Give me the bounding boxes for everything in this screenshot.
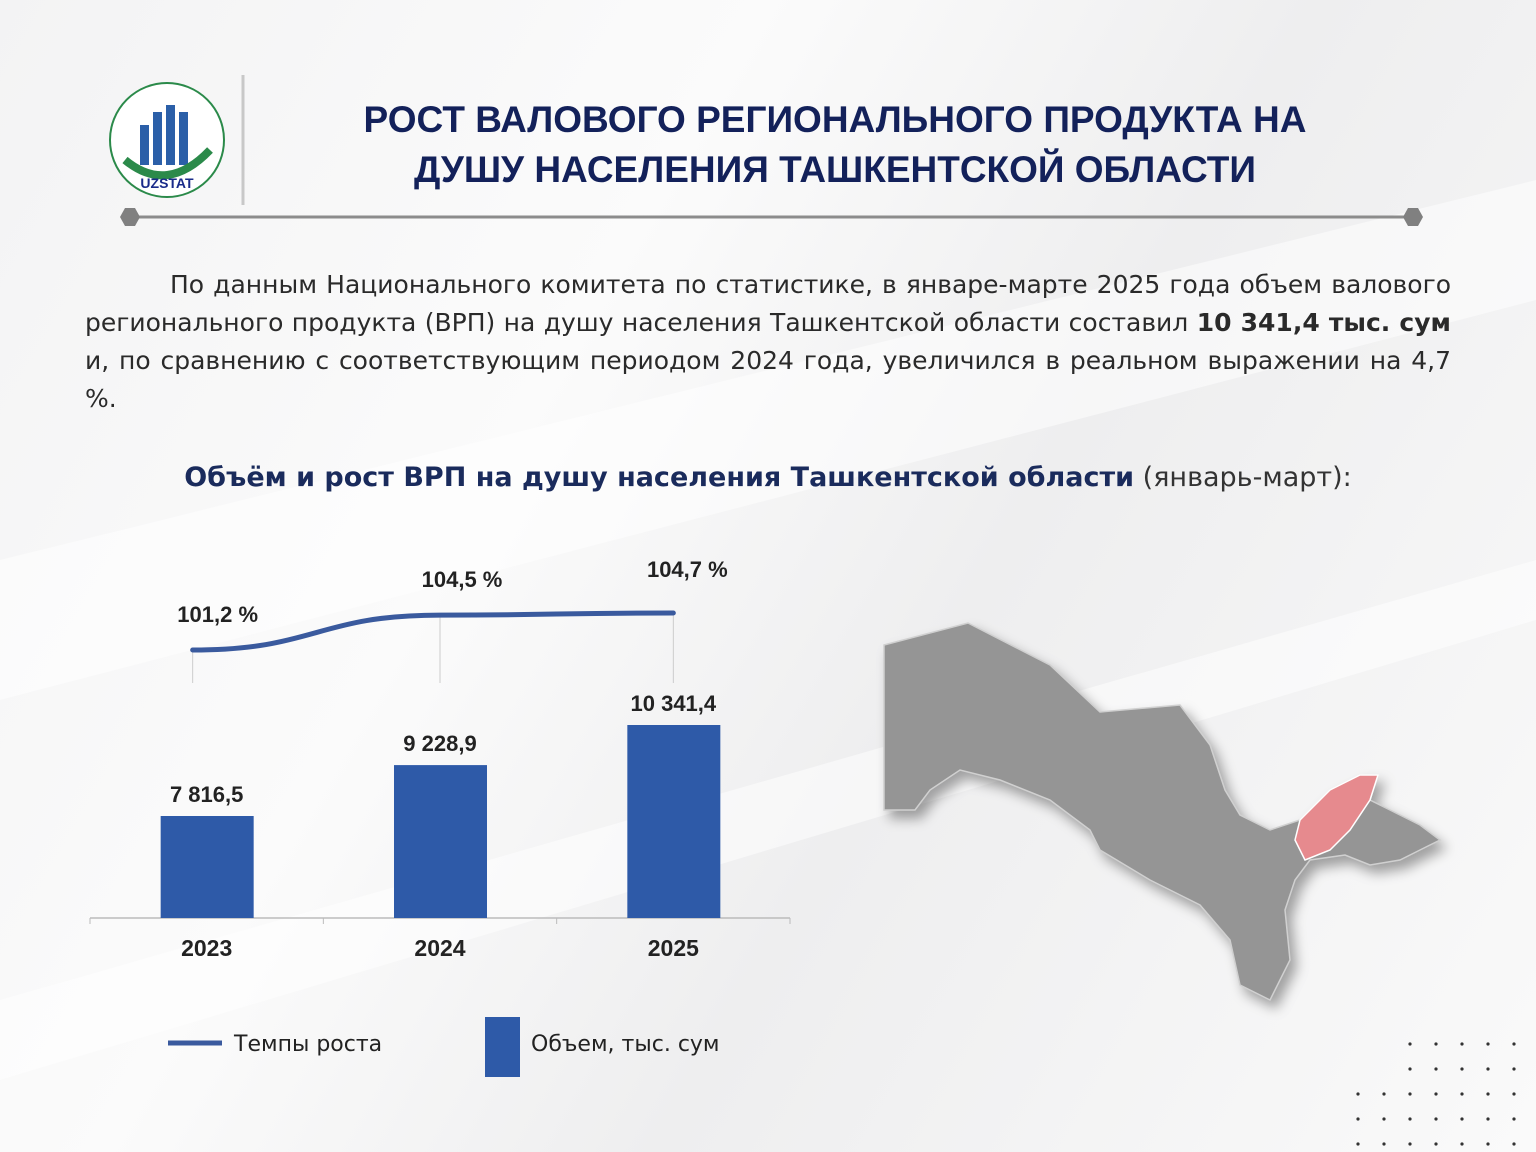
data-label: 101,2 % — [177, 602, 258, 627]
bar — [394, 765, 487, 918]
dot — [1460, 1092, 1464, 1096]
data-label: 104,5 % — [422, 567, 503, 592]
paragraph: По данным Национального комитета по стат… — [85, 266, 1451, 418]
bg-stripe — [0, 560, 1536, 1080]
dot — [1408, 1042, 1412, 1046]
map — [883, 622, 1442, 1002]
tashkent-region — [1294, 774, 1380, 861]
logo-bar — [140, 125, 149, 165]
dot — [1512, 1042, 1516, 1046]
dot — [1434, 1142, 1438, 1146]
legend-label: Объем, тыс. сум — [531, 1032, 720, 1057]
text: По данным Национального комитета по стат… — [85, 270, 1451, 337]
x-tick-label: 2023 — [181, 935, 232, 961]
dot — [1356, 1092, 1360, 1096]
legend-label: Темпы роста — [233, 1032, 382, 1057]
dot — [1434, 1092, 1438, 1096]
dot — [1460, 1142, 1464, 1146]
dot — [1512, 1117, 1516, 1121]
dot — [1382, 1117, 1386, 1121]
dot — [1486, 1067, 1490, 1071]
bar — [160, 816, 254, 918]
title-line: РОСТ ВАЛОВОГО РЕГИОНАЛЬНОГО ПРОДУКТА НА — [363, 99, 1307, 140]
legend-key — [485, 1017, 520, 1077]
dot — [1434, 1067, 1438, 1071]
dot — [1434, 1042, 1438, 1046]
dot — [1434, 1117, 1438, 1121]
dot — [1512, 1067, 1516, 1071]
country — [883, 622, 1442, 1002]
data-label: 9 228,9 — [403, 731, 476, 756]
dot — [1460, 1067, 1464, 1071]
x-tick-label: 2025 — [648, 935, 699, 961]
dot — [1408, 1092, 1412, 1096]
subtitle-normal: (январь-март): — [1134, 462, 1352, 493]
logo-bar — [166, 105, 175, 165]
dot — [1408, 1142, 1412, 1146]
bold-text: 10 341,4 тыс. сум — [1196, 308, 1451, 337]
logo-text: UZSTAT — [140, 175, 194, 191]
logo-swoosh — [122, 147, 213, 180]
dot — [1460, 1042, 1464, 1046]
title-line: ДУШУ НАСЕЛЕНИЯ ТАШКЕНТСКОЙ ОБЛАСТИ — [414, 149, 1256, 190]
x-tick-label: 2024 — [414, 935, 465, 961]
dot — [1460, 1117, 1464, 1121]
text: и, по сравнению с соответствующим период… — [85, 346, 1451, 413]
rule-end — [1403, 208, 1423, 226]
dot — [1486, 1117, 1490, 1121]
data-label: 104,7 % — [647, 557, 728, 582]
dot — [1408, 1117, 1412, 1121]
growth-line — [190, 610, 676, 653]
subtitle: Объём и рост ВРП на душу населения Ташке… — [0, 462, 1536, 493]
rule-end — [120, 208, 140, 226]
dot — [1486, 1142, 1490, 1146]
dot — [1408, 1067, 1412, 1071]
data-label: 7 816,5 — [170, 782, 243, 807]
data-label: 10 341,4 — [631, 691, 717, 716]
bg-stripe — [0, 180, 1536, 700]
subtitle-bold: Объём и рост ВРП на душу населения Ташке… — [184, 462, 1135, 493]
dots — [1356, 1042, 1516, 1146]
logo-bar — [179, 112, 188, 165]
dot — [1382, 1092, 1386, 1096]
dot — [1356, 1142, 1360, 1146]
dot — [1512, 1092, 1516, 1096]
dot — [1512, 1142, 1516, 1146]
dot — [1382, 1142, 1386, 1146]
dot — [1356, 1117, 1360, 1121]
dot — [1486, 1042, 1490, 1046]
logo-bar — [153, 112, 162, 165]
dot — [1486, 1092, 1490, 1096]
bar — [627, 725, 721, 918]
